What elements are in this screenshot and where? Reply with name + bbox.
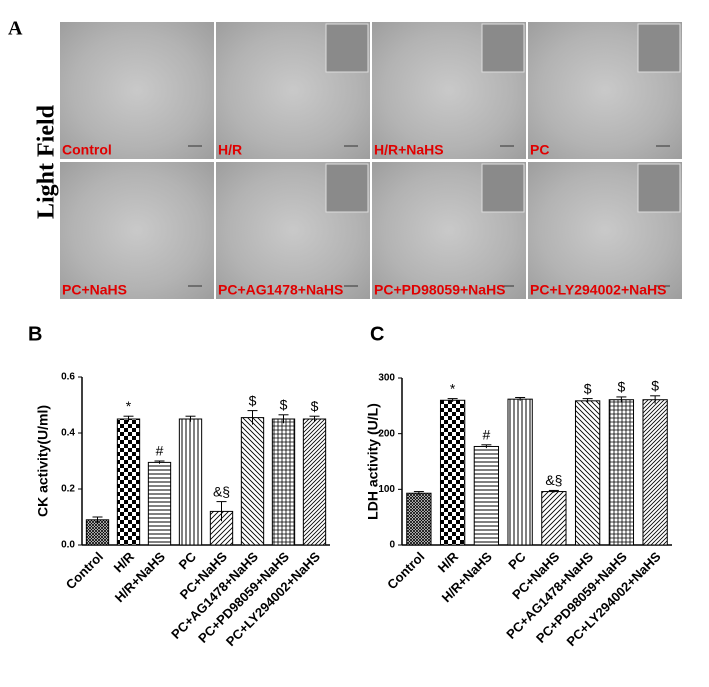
bar bbox=[271, 418, 296, 546]
bar bbox=[608, 399, 635, 546]
y-axis-label: CK activity(U/ml) bbox=[35, 405, 51, 517]
inset bbox=[637, 163, 681, 213]
annotation: $ bbox=[584, 380, 592, 396]
annotation: * bbox=[126, 398, 132, 414]
y-tick-label: 0.6 bbox=[61, 372, 75, 383]
y-axis-label: LDH activity (U/L) bbox=[365, 403, 381, 520]
micrograph bbox=[60, 22, 214, 159]
bar bbox=[116, 418, 141, 546]
x-tick-label: Control bbox=[384, 549, 427, 592]
micrograph-label: Control bbox=[62, 142, 112, 158]
annotation: # bbox=[156, 443, 164, 459]
annotation: $ bbox=[617, 379, 625, 395]
x-tick-label: H/R bbox=[111, 549, 138, 576]
y-tick-label: 0.4 bbox=[61, 428, 75, 439]
inset bbox=[325, 163, 369, 213]
annotation: * bbox=[450, 380, 456, 396]
annotation: &§ bbox=[545, 472, 562, 488]
inset bbox=[481, 163, 525, 213]
bar bbox=[85, 519, 110, 546]
micrograph-label: PC+AG1478+NaHS bbox=[218, 282, 343, 298]
row-label: Light Field bbox=[34, 104, 60, 219]
bar bbox=[507, 398, 533, 546]
panel-label: A bbox=[8, 18, 23, 40]
y-tick-label: 0.0 bbox=[61, 540, 75, 551]
y-tick-label: 300 bbox=[378, 373, 395, 384]
x-tick-label: Control bbox=[63, 549, 106, 592]
inset bbox=[325, 23, 369, 73]
bar bbox=[406, 492, 432, 546]
x-tick-label: PC bbox=[176, 549, 200, 573]
bar bbox=[473, 445, 500, 546]
bar bbox=[574, 400, 601, 546]
micrograph-label: PC bbox=[530, 142, 549, 158]
y-tick-label: 100 bbox=[378, 484, 395, 495]
micrograph-label: H/R+NaHS bbox=[374, 142, 444, 158]
micrograph bbox=[60, 162, 214, 299]
micrograph-label: PC+LY294002+NaHS bbox=[530, 282, 666, 298]
annotation: &§ bbox=[213, 483, 230, 499]
bar bbox=[642, 399, 668, 546]
panel-label: C bbox=[370, 323, 384, 345]
y-tick-label: 200 bbox=[378, 428, 395, 439]
micrograph-label: PC+PD98059+NaHS bbox=[374, 282, 506, 298]
y-tick-label: 0 bbox=[389, 540, 395, 551]
annotation: $ bbox=[280, 397, 288, 413]
micrograph-label: PC+NaHS bbox=[62, 282, 127, 298]
bar bbox=[439, 399, 466, 546]
x-tick-label: H/R bbox=[435, 549, 462, 576]
bar bbox=[302, 418, 327, 546]
bar bbox=[240, 417, 265, 546]
x-tick-label: PC bbox=[505, 549, 529, 573]
panel-label: B bbox=[28, 323, 42, 345]
annotation: $ bbox=[651, 378, 659, 394]
annotation: # bbox=[482, 427, 490, 443]
inset bbox=[637, 23, 681, 73]
y-tick-label: 0.2 bbox=[61, 484, 75, 495]
bar bbox=[541, 491, 567, 546]
micrograph-label: H/R bbox=[218, 142, 242, 158]
annotation: $ bbox=[311, 398, 319, 414]
inset bbox=[481, 23, 525, 73]
annotation: $ bbox=[249, 392, 257, 408]
bar bbox=[178, 418, 203, 546]
bar bbox=[147, 461, 172, 546]
